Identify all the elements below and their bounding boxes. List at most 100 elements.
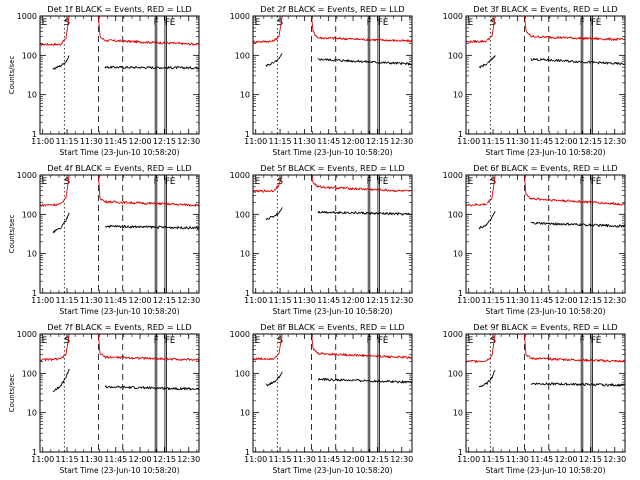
- chart-panel: Det 9f BLACK = Events, RED = LLD Start Ti…: [443, 322, 627, 475]
- marker-label: F: [154, 18, 159, 28]
- y-axis-label: Counts/sec: [8, 56, 16, 95]
- x-tick-label: 11:30: [293, 137, 316, 146]
- lld-series-line: [39, 357, 62, 362]
- lld-series-line: [523, 333, 626, 363]
- x-tick-label: 11:30: [80, 137, 103, 146]
- marker-label: E: [468, 177, 474, 187]
- x-tick-label: 12:30: [603, 137, 626, 146]
- marker-label: F: [367, 177, 372, 187]
- x-tick-label: 11:45: [530, 137, 553, 146]
- x-tick-label: 11:45: [317, 455, 340, 464]
- y-tick-label: 10: [240, 91, 250, 100]
- x-axis-label: Start Time (23-Jun-10 10:58:20): [486, 148, 606, 157]
- y-tick-label: 1000: [443, 171, 463, 180]
- y-tick-label: 1: [245, 289, 250, 298]
- chart-title: Det 5f BLACK = Events, RED = LLD: [260, 163, 404, 173]
- lld-series-line: [252, 357, 275, 361]
- marker-label: E: [383, 18, 389, 28]
- lld-series-line: [39, 202, 62, 207]
- lld-series-line: [523, 15, 626, 41]
- lld-series-line: [273, 15, 283, 42]
- marker-label: S: [490, 336, 496, 346]
- x-tick-label: 12:15: [366, 137, 389, 146]
- marker-label: E: [170, 18, 176, 28]
- lld-series-line: [523, 174, 626, 206]
- y-tick-label: 100: [22, 51, 37, 60]
- chart-title: Det 2f BLACK = Events, RED = LLD: [260, 4, 404, 14]
- events-series-line: [273, 371, 283, 383]
- lld-series-line: [465, 39, 488, 44]
- marker-label: F: [580, 336, 585, 346]
- marker-label: F: [165, 177, 170, 187]
- events-series-line: [52, 65, 62, 70]
- events-series-line: [52, 227, 62, 234]
- marker-label: E: [383, 336, 389, 346]
- chart-panel: Det 7f BLACK = Events, RED = LLD Counts/s…: [8, 322, 200, 475]
- events-series-line: [478, 382, 488, 388]
- events-series-line: [104, 65, 200, 70]
- plot-frame: [465, 174, 626, 294]
- plot-frame: [465, 15, 626, 135]
- x-tick-label: 12:00: [342, 137, 365, 146]
- marker-label: E: [255, 336, 261, 346]
- y-tick-label: 1: [245, 130, 250, 139]
- chart-panel: Det 4f BLACK = Events, RED = LLD Counts/s…: [8, 163, 200, 316]
- y-axis-label: Counts/sec: [8, 374, 16, 413]
- y-tick-label: 1000: [443, 12, 463, 21]
- marker-label: E: [383, 177, 389, 187]
- y-tick-label: 100: [448, 51, 463, 60]
- y-tick-label: 100: [22, 369, 37, 378]
- marker-label: E: [596, 177, 602, 187]
- marker-label: E: [255, 18, 261, 28]
- y-tick-label: 1000: [17, 171, 37, 180]
- marker-label: S: [490, 18, 496, 28]
- marker-label: F: [165, 18, 170, 28]
- x-tick-label: 12:15: [153, 296, 176, 305]
- lld-series-line: [60, 15, 70, 45]
- x-tick-label: 11:15: [269, 455, 292, 464]
- x-tick-label: 11:30: [506, 296, 529, 305]
- y-tick-label: 10: [453, 91, 463, 100]
- lld-series-line: [310, 332, 413, 359]
- x-tick-label: 11:30: [293, 296, 316, 305]
- marker-label: E: [255, 177, 261, 187]
- x-tick-label: 11:15: [56, 137, 79, 146]
- x-tick-label: 11:15: [482, 296, 505, 305]
- plot-frame: [252, 15, 413, 135]
- x-tick-label: 11:00: [244, 137, 267, 146]
- events-series-line: [104, 385, 200, 391]
- x-tick-label: 11:30: [80, 455, 103, 464]
- events-series-line: [486, 211, 496, 225]
- plot-frame: [39, 333, 200, 453]
- x-tick-label: 12:30: [390, 455, 413, 464]
- lld-series-line: [39, 42, 62, 46]
- x-tick-label: 11:45: [104, 455, 127, 464]
- y-tick-label: 1: [458, 289, 463, 298]
- events-series-line: [60, 212, 70, 228]
- marker-label: S: [277, 336, 283, 346]
- y-tick-label: 100: [235, 51, 250, 60]
- lld-series-line: [465, 359, 488, 363]
- chart-title: Det 4f BLACK = Events, RED = LLD: [47, 163, 191, 173]
- marker-label: E: [42, 177, 48, 187]
- marker-label: E: [170, 336, 176, 346]
- x-tick-label: 12:30: [177, 455, 200, 464]
- plot-frame: [39, 174, 200, 294]
- chart-panel: Det 3f BLACK = Events, RED = LLD Start Ti…: [443, 4, 627, 157]
- x-tick-label: 11:15: [56, 455, 79, 464]
- lld-series-line: [486, 333, 496, 361]
- events-series-line: [274, 53, 283, 63]
- y-tick-label: 10: [27, 409, 37, 418]
- x-tick-label: 11:30: [80, 296, 103, 305]
- marker-label: F: [378, 177, 383, 187]
- marker-label: E: [596, 18, 602, 28]
- y-tick-label: 1: [245, 448, 250, 457]
- marker-label: F: [591, 177, 596, 187]
- x-tick-label: 11:15: [482, 137, 505, 146]
- x-tick-label: 11:00: [31, 296, 54, 305]
- lld-series-line: [60, 333, 70, 359]
- marker-label: F: [378, 18, 383, 28]
- plot-frame: [252, 333, 413, 453]
- x-tick-label: 12:15: [366, 296, 389, 305]
- chart-panel: Det 6f BLACK = Events, RED = LLD Start Ti…: [443, 163, 627, 316]
